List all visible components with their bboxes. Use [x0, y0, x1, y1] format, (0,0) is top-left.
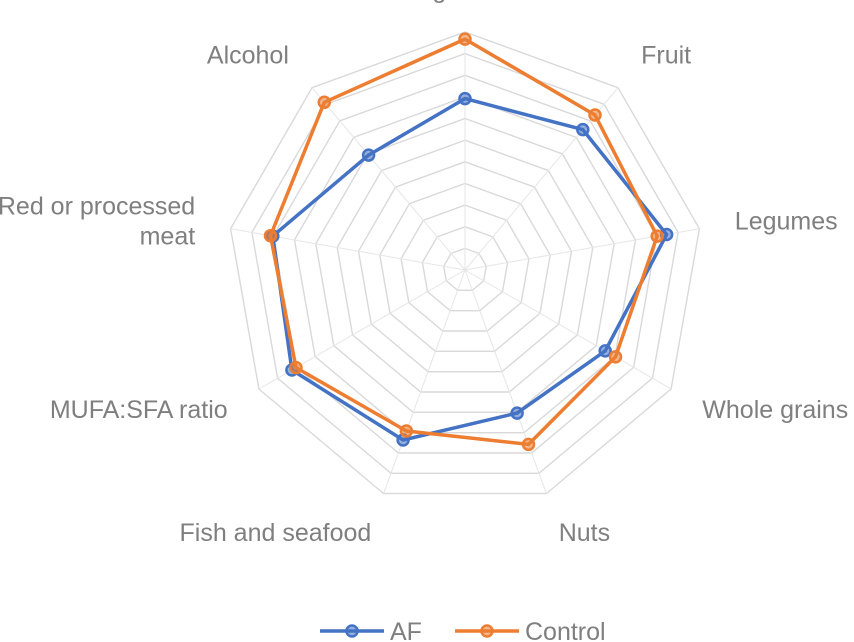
point-control-2 [650, 229, 664, 243]
grid-ring-2 [421, 225, 509, 312]
legend: AF Control [320, 618, 606, 642]
point-control-8 [317, 95, 332, 110]
axis-label-7: Red or processed meat [0, 192, 195, 250]
spoke-5 [383, 269, 466, 494]
axis-label-4: Nuts [559, 519, 610, 547]
series-line-af [271, 96, 669, 442]
axis-label-line: Fruit [641, 42, 691, 70]
point-control-6 [289, 360, 303, 375]
grid-ring-4 [379, 182, 551, 352]
point-af-3 [598, 344, 612, 358]
axis-label-line: MUFA:SFA ratio [50, 396, 228, 424]
grid-ring-3 [400, 204, 530, 332]
axis-label-line: Whole grains [702, 396, 848, 424]
point-af-1 [576, 122, 590, 137]
axis-label-line: Vegetables [403, 0, 527, 4]
point-af-4 [510, 406, 524, 420]
series-layer [263, 32, 674, 452]
point-control-1 [588, 108, 602, 122]
axis-label-line: Red or processed [0, 192, 195, 220]
grid-ring-5 [357, 161, 573, 373]
grid-ring-8 [293, 96, 637, 434]
axis-label-5: Fish and seafood [180, 519, 372, 547]
point-control-7 [263, 228, 278, 243]
legend-marker-control [480, 624, 494, 638]
spoke-4 [464, 269, 547, 494]
grid-ring-1 [442, 247, 488, 291]
axis-label-8: Alcohol [207, 42, 289, 70]
point-control-4 [521, 437, 536, 452]
grid-ring-6 [336, 139, 594, 393]
axis-label-2: Legumes [735, 207, 838, 235]
legend-label-control: Control [525, 618, 606, 642]
axis-label-0: Vegetables [403, 0, 527, 4]
grid-ring-7 [315, 117, 615, 413]
axis-label-3: Whole grains [702, 396, 848, 424]
axis-labels: Vegetables Fruit Legumes Whole grains Nuts Fi… [0, 0, 848, 547]
spoke-3 [464, 269, 672, 390]
point-af-8 [361, 148, 376, 162]
point-control-0 [458, 32, 472, 46]
axis-label-line: Alcohol [207, 42, 289, 70]
legend-marker-af [345, 624, 359, 638]
point-af-0 [458, 91, 472, 106]
grid-ring-10 [251, 52, 679, 474]
axis-label-line: Legumes [735, 207, 838, 235]
axis-label-line: meat [140, 222, 196, 250]
axis-label-line: Nuts [559, 519, 610, 547]
point-control-3 [608, 350, 623, 364]
axis-label-line: Fish and seafood [180, 519, 372, 547]
point-control-5 [399, 424, 414, 438]
series-line-control [268, 37, 659, 447]
legend-label-af: AF [390, 618, 422, 642]
spoke-8 [311, 87, 466, 271]
grid-ring-11 [229, 31, 701, 495]
axis-label-6: MUFA:SFA ratio [50, 396, 228, 424]
axis-label-1: Fruit [641, 42, 691, 70]
